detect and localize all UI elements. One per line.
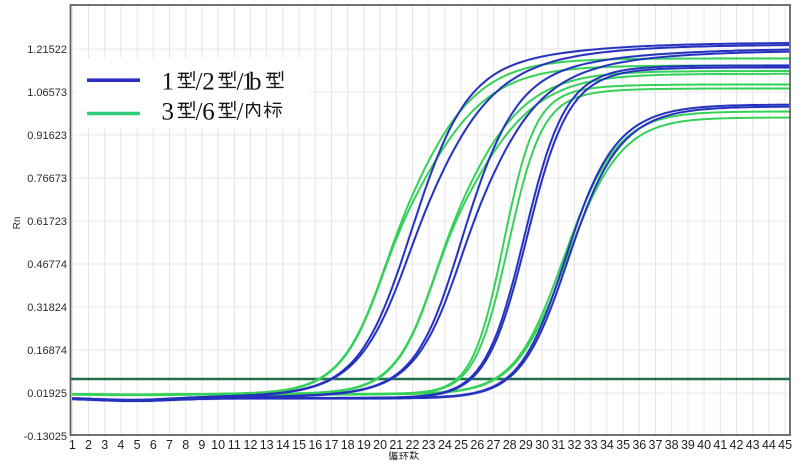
svg-text:24: 24: [438, 438, 452, 452]
svg-text:8: 8: [182, 438, 189, 452]
svg-text:19: 19: [357, 438, 371, 452]
svg-text:39: 39: [681, 438, 695, 452]
svg-text:2: 2: [202, 69, 215, 96]
svg-text:0.76673: 0.76673: [27, 173, 67, 185]
svg-text:b: b: [249, 69, 262, 96]
svg-text:16: 16: [308, 438, 322, 452]
svg-text:0.46774: 0.46774: [27, 259, 67, 271]
svg-text:13: 13: [260, 438, 274, 452]
svg-text:/: /: [196, 69, 203, 96]
svg-text:21: 21: [389, 438, 403, 452]
svg-text:34: 34: [600, 438, 614, 452]
svg-text:/: /: [237, 69, 244, 96]
svg-text:11: 11: [228, 438, 241, 452]
svg-text:25: 25: [454, 438, 468, 452]
svg-text:0.01925: 0.01925: [27, 388, 67, 400]
svg-text:28: 28: [503, 438, 517, 452]
svg-text:Rn: Rn: [12, 217, 23, 230]
svg-text:44: 44: [762, 438, 776, 452]
svg-text:45: 45: [778, 438, 792, 452]
svg-text:23: 23: [422, 438, 436, 452]
svg-text:29: 29: [519, 438, 533, 452]
svg-text:10: 10: [211, 438, 225, 452]
svg-text:0.91623: 0.91623: [27, 130, 67, 142]
svg-text:0.31824: 0.31824: [27, 302, 67, 314]
svg-text:1: 1: [69, 438, 76, 452]
svg-text:18: 18: [341, 438, 355, 452]
svg-text:32: 32: [568, 438, 582, 452]
svg-text:4: 4: [117, 438, 124, 452]
svg-text:35: 35: [616, 438, 630, 452]
svg-text:20: 20: [373, 438, 387, 452]
svg-text:27: 27: [487, 438, 501, 452]
svg-text:2: 2: [85, 438, 92, 452]
svg-text:/: /: [237, 99, 244, 126]
svg-text:3: 3: [101, 438, 108, 452]
svg-text:15: 15: [292, 438, 306, 452]
svg-text:40: 40: [697, 438, 711, 452]
svg-text:9: 9: [198, 438, 205, 452]
svg-text:43: 43: [746, 438, 760, 452]
svg-text:22: 22: [406, 438, 420, 452]
svg-text:5: 5: [134, 438, 141, 452]
svg-text:41: 41: [713, 438, 727, 452]
svg-text:0.16874: 0.16874: [27, 345, 67, 357]
svg-text:17: 17: [325, 438, 339, 452]
svg-text:6: 6: [202, 99, 215, 126]
svg-text:37: 37: [649, 438, 663, 452]
svg-text:1.21522: 1.21522: [27, 44, 67, 56]
svg-text:14: 14: [276, 438, 290, 452]
svg-text:/: /: [196, 99, 203, 126]
svg-text:33: 33: [584, 438, 598, 452]
svg-text:1: 1: [162, 69, 175, 96]
svg-text:38: 38: [665, 438, 679, 452]
svg-text:31: 31: [551, 438, 565, 452]
svg-text:1: 1: [242, 69, 255, 96]
svg-text:26: 26: [470, 438, 484, 452]
svg-text:0.61723: 0.61723: [27, 216, 67, 228]
svg-text:3: 3: [162, 99, 175, 126]
svg-text:1.06573: 1.06573: [27, 87, 67, 99]
svg-text:-0.13025: -0.13025: [24, 431, 67, 443]
svg-text:30: 30: [535, 438, 549, 452]
svg-text:6: 6: [150, 438, 157, 452]
svg-text:7: 7: [166, 438, 173, 452]
svg-text:42: 42: [730, 438, 744, 452]
svg-text:36: 36: [632, 438, 646, 452]
svg-text:12: 12: [244, 438, 258, 452]
